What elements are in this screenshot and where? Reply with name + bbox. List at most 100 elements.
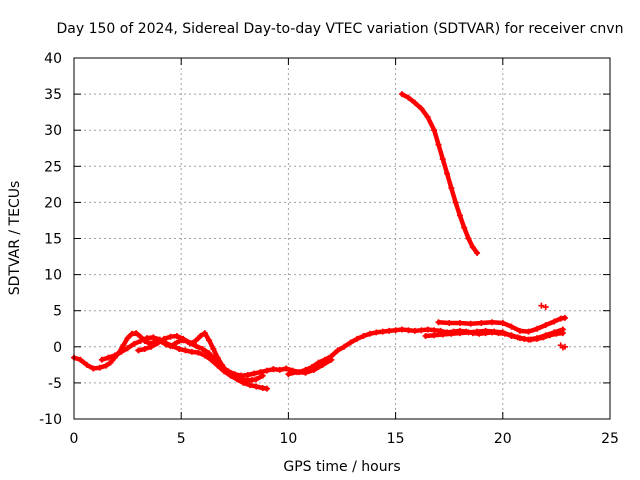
data-point-trace-7-8 (516, 327, 523, 334)
series-line-trace-3 (136, 333, 276, 378)
data-point-trace-3-20 (263, 367, 270, 374)
data-point-trace-8-7 (439, 156, 446, 163)
data-point-trace-4-25 (431, 327, 438, 334)
data-point-trace-7-2 (456, 319, 463, 326)
data-point-trace-3-5 (167, 333, 174, 340)
data-point-trace-3-0 (135, 347, 142, 354)
data-point-trace-1-12 (133, 330, 140, 337)
data-point-trace-3-3 (154, 340, 161, 347)
data-point-trace-7-11 (542, 322, 549, 329)
data-point-trace-2-7 (143, 335, 150, 342)
data-point-trace-6-16 (559, 326, 566, 333)
data-point-trace-4-0 (270, 366, 277, 373)
data-point-trace-7-6 (499, 319, 506, 326)
y-tick-label-1: -5 (48, 376, 62, 392)
data-point-trace-2-13 (182, 347, 189, 354)
data-point-trace-2-2 (111, 352, 118, 359)
data-point-trace-7-5 (489, 319, 496, 326)
data-point-trace-1-27 (197, 332, 204, 339)
data-point-trace-7-0 (435, 319, 442, 326)
y-tick-label-7: 25 (44, 159, 62, 175)
data-point-trace-8-2 (411, 99, 418, 106)
data-point-trace-8-10 (452, 199, 459, 206)
data-point-trace-7-7 (508, 323, 515, 330)
data-point-trace-3-9 (193, 343, 200, 350)
data-point-trace-4-10 (334, 347, 341, 354)
data-point-trace-4-21 (405, 327, 412, 334)
data-point-trace-2-15 (195, 349, 202, 356)
data-point-trace-6-8 (491, 328, 498, 335)
data-point-trace-4-15 (366, 330, 373, 337)
data-point-trace-6-7 (482, 327, 489, 334)
x-axis-label: GPS time / hours (283, 459, 400, 475)
data-point-trace-6-14 (542, 332, 549, 339)
data-point-trace-2-12 (176, 345, 183, 352)
data-point-trace-2-21 (233, 376, 240, 383)
series-trace-8 (399, 91, 481, 256)
y-tick-label-0: -10 (39, 412, 62, 428)
y-tick-label-3: 5 (53, 304, 62, 320)
data-point-trace-3-4 (161, 335, 168, 342)
series-trace-9 (538, 302, 568, 351)
data-point-trace-4-23 (418, 327, 425, 334)
data-point-trace-4-22 (411, 327, 418, 334)
data-point-trace-6-12 (525, 336, 532, 343)
data-point-trace-8-8 (444, 170, 451, 177)
data-point-trace-3-19 (257, 369, 264, 376)
data-point-trace-2-1 (105, 354, 112, 361)
data-point-trace-2-4 (124, 345, 131, 352)
data-point-trace-2-10 (163, 340, 170, 347)
data-point-trace-2-0 (98, 356, 105, 363)
data-point-trace-2-5 (131, 340, 138, 347)
x-tick-label-4: 20 (494, 431, 512, 447)
data-point-trace-4-18 (386, 327, 393, 334)
series-trace-5 (285, 356, 335, 378)
data-point-trace-1-1 (77, 356, 84, 363)
data-point-trace-4-17 (379, 328, 386, 335)
data-point-trace-3-13 (218, 364, 225, 371)
data-point-trace-3-15 (231, 371, 238, 378)
data-point-trace-1-4 (96, 364, 103, 371)
data-point-trace-6-10 (508, 332, 515, 339)
data-point-trace-6-13 (534, 335, 541, 342)
data-point-trace-4-24 (424, 326, 431, 333)
data-point-trace-4-2 (283, 365, 290, 372)
data-point-trace-4-13 (354, 335, 361, 342)
data-point-trace-7-14 (561, 314, 568, 321)
chart-title: Day 150 of 2024, Sidereal Day-to-day VTE… (57, 21, 624, 37)
series-line-trace-8 (399, 91, 480, 256)
data-point-trace-4-11 (341, 343, 348, 350)
data-point-trace-2-11 (169, 343, 176, 350)
data-point-trace-3-11 (206, 350, 213, 357)
data-point-trace-7-1 (446, 319, 453, 326)
series-trace-2 (98, 334, 270, 392)
data-point-trace-2-14 (188, 348, 195, 355)
data-point-trace-1-10 (124, 335, 131, 342)
data-point-trace-3-6 (173, 332, 180, 339)
x-tick-label-2: 10 (279, 431, 297, 447)
data-point-trace-9-0 (538, 302, 545, 309)
data-point-trace-2-3 (118, 348, 125, 355)
data-point-trace-8-15 (474, 249, 481, 256)
data-point-trace-3-16 (238, 372, 245, 379)
data-point-trace-2-6 (137, 338, 144, 345)
data-point-trace-5-1 (293, 369, 300, 376)
data-point-trace-9-1 (542, 304, 549, 311)
data-point-trace-6-3 (448, 330, 455, 337)
y-tick-label-4: 10 (44, 268, 62, 284)
data-point-trace-6-2 (439, 331, 446, 338)
data-point-trace-5-0 (285, 371, 292, 378)
y-tick-label-2: 0 (53, 340, 62, 356)
data-point-trace-3-14 (225, 368, 232, 375)
data-point-trace-1-3 (90, 365, 97, 372)
data-point-trace-3-10 (199, 345, 206, 352)
y-tick-label-6: 20 (44, 195, 62, 211)
data-point-trace-6-9 (499, 329, 506, 336)
y-tick-label-8: 30 (44, 123, 62, 139)
data-point-trace-4-14 (360, 332, 367, 339)
data-point-trace-8-14 (469, 244, 476, 251)
data-point-trace-6-6 (474, 328, 481, 335)
grid-lines (74, 58, 610, 419)
data-point-trace-8-3 (418, 105, 425, 112)
